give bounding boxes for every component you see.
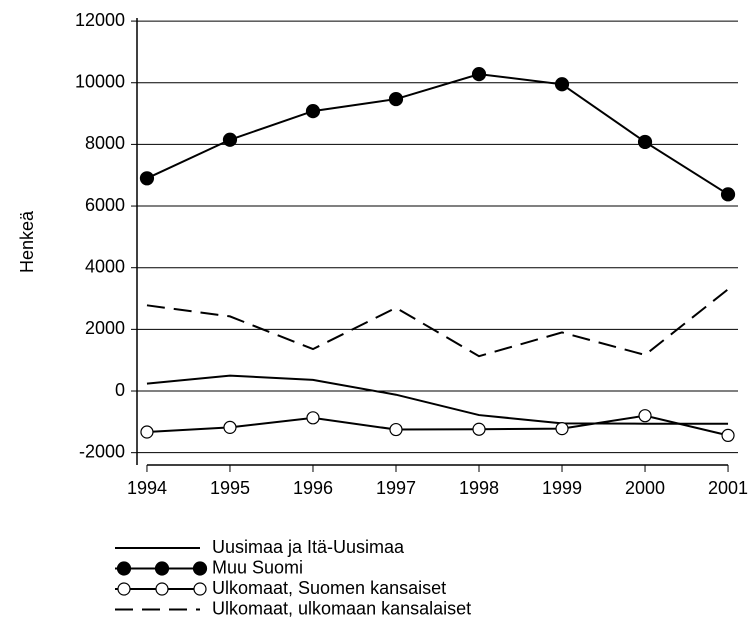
point bbox=[140, 425, 154, 439]
point bbox=[306, 411, 320, 425]
y-tick-label: 4000 bbox=[85, 256, 125, 276]
legend-label: Uusimaa ja Itä-Uusimaa bbox=[212, 537, 405, 557]
point bbox=[192, 561, 208, 576]
point bbox=[637, 134, 653, 150]
point bbox=[554, 77, 570, 92]
point bbox=[116, 561, 132, 576]
y-tick-label: 8000 bbox=[85, 133, 125, 153]
point bbox=[222, 132, 238, 147]
point bbox=[117, 582, 131, 596]
line bbox=[146, 414, 729, 437]
y-tick-label: -2000 bbox=[79, 441, 125, 461]
x-tick-label: 2001 bbox=[708, 478, 748, 498]
legend-label: Ulkomaat, Suomen kansaiset bbox=[212, 578, 446, 598]
point bbox=[638, 409, 652, 423]
point bbox=[471, 67, 487, 82]
y-tick-label: 6000 bbox=[85, 195, 125, 215]
x-tick-label: 1994 bbox=[127, 478, 167, 498]
point bbox=[388, 91, 404, 107]
y-tick-label: 0 bbox=[115, 380, 125, 400]
legend-label: Ulkomaat, ulkomaan kansalaiset bbox=[212, 598, 471, 618]
point bbox=[223, 420, 237, 434]
x-tick-label: 1999 bbox=[542, 478, 582, 498]
line bbox=[146, 374, 729, 425]
point bbox=[193, 582, 207, 596]
y-tick-label: 2000 bbox=[85, 318, 125, 338]
line bbox=[146, 288, 729, 358]
point bbox=[472, 422, 486, 436]
y-axis-label: Henkeä bbox=[17, 210, 37, 273]
point bbox=[389, 422, 403, 437]
x-tick-label: 1997 bbox=[376, 478, 416, 498]
line bbox=[146, 73, 729, 196]
point bbox=[720, 187, 736, 202]
legend-label: Muu Suomi bbox=[212, 557, 303, 577]
point bbox=[721, 428, 735, 443]
point bbox=[155, 582, 169, 596]
y-tick-label: 12000 bbox=[75, 10, 125, 30]
point bbox=[555, 422, 569, 436]
x-tick-label: 2000 bbox=[625, 478, 665, 498]
x-tick-label: 1996 bbox=[293, 478, 333, 498]
y-tick-label: 10000 bbox=[75, 71, 125, 91]
point bbox=[139, 171, 155, 186]
point bbox=[305, 103, 321, 119]
x-tick-label: 1998 bbox=[459, 478, 499, 498]
x-tick-label: 1995 bbox=[210, 478, 250, 498]
point bbox=[154, 561, 170, 576]
